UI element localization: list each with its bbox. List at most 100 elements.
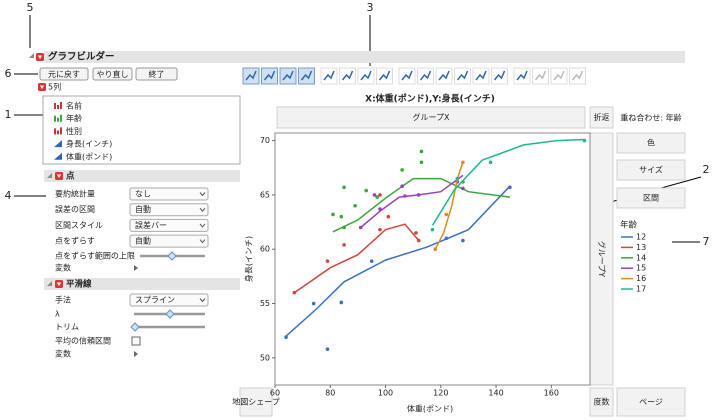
drop-zone[interactable] — [616, 387, 686, 417]
columns-list — [42, 95, 241, 165]
legend-label: 13 — [636, 243, 646, 252]
callout-number: 7 — [703, 235, 710, 248]
data-point — [416, 238, 421, 243]
data-point — [358, 225, 363, 230]
data-point — [414, 231, 418, 235]
smoother-line — [360, 174, 464, 229]
chart-type-glyph — [378, 70, 391, 81]
column-name[interactable]: 性別 — [66, 126, 82, 136]
chart-type-glyph — [534, 70, 547, 81]
x-tick-label: 160 — [544, 389, 559, 398]
checkbox[interactable] — [131, 336, 141, 346]
data-point — [378, 207, 382, 211]
menu-icon-arrow — [56, 174, 62, 178]
callout-number: 3 — [367, 1, 374, 14]
legend-label: 12 — [636, 233, 646, 242]
chart-type-glyph — [263, 70, 276, 81]
data-point — [400, 168, 404, 172]
button[interactable] — [135, 67, 178, 81]
dropdown-chevron — [199, 298, 206, 303]
option-label: 要約統計量 — [55, 189, 95, 199]
x-tick-label: 120 — [433, 389, 448, 398]
column-name[interactable]: 身長(インチ) — [66, 139, 112, 149]
drop-zone[interactable] — [239, 387, 273, 417]
menu-icon-arrow — [37, 55, 43, 59]
drop-zone[interactable] — [616, 159, 686, 181]
x-tick-label: 100 — [378, 389, 393, 398]
x-axis-label: 体重(ポンド) — [407, 404, 453, 414]
x-tick-label: 140 — [488, 389, 503, 398]
chart-type-glyph — [456, 70, 469, 81]
slider-thumb[interactable] — [167, 251, 177, 261]
data-point — [372, 193, 377, 197]
chart-type-glyph — [282, 70, 294, 81]
button-label: やり直し — [97, 69, 129, 79]
column-name[interactable]: 名前 — [66, 101, 82, 111]
drop-zone[interactable] — [616, 132, 686, 154]
data-point — [284, 335, 288, 340]
drop-zone[interactable] — [616, 187, 686, 209]
dropdown[interactable] — [129, 234, 209, 248]
data-point — [342, 243, 346, 247]
expand-arrow[interactable] — [134, 265, 138, 271]
dropdown[interactable] — [129, 187, 209, 201]
y-tick-label: 55 — [260, 299, 270, 308]
callout-number: 6 — [5, 67, 12, 80]
data-point — [375, 195, 380, 199]
button[interactable] — [39, 67, 89, 81]
disclosure[interactable] — [47, 173, 52, 178]
dropdown-value: なし — [135, 190, 151, 199]
dropdown[interactable] — [129, 218, 209, 232]
chart-type-glyph — [300, 70, 313, 81]
chart-type-glyph — [401, 70, 413, 81]
button-label: 終了 — [149, 69, 165, 79]
data-point — [353, 203, 357, 208]
menu-icon-arrow — [39, 85, 45, 89]
data-point — [342, 225, 346, 230]
dropdown-value: 自動 — [135, 236, 151, 246]
chart-type-glyph — [360, 70, 372, 81]
callout-number: 5 — [27, 1, 34, 14]
data-point — [339, 214, 344, 219]
dropdown[interactable] — [129, 203, 209, 217]
y-axis-label: 身長(インチ) — [244, 236, 254, 282]
data-point — [508, 185, 512, 190]
panel-header — [44, 278, 240, 290]
data-point — [419, 149, 424, 154]
chart-type-glyph — [341, 70, 354, 81]
y-tick-label: 65 — [260, 190, 270, 199]
column-name[interactable]: 年齢 — [66, 113, 82, 123]
column-name[interactable]: 体重(ポンド) — [66, 151, 112, 161]
y-tick-label: 50 — [260, 353, 270, 362]
callout-number: 1 — [5, 108, 12, 121]
data-point — [325, 259, 330, 263]
data-point — [430, 227, 435, 232]
chart-type-glyph — [438, 70, 450, 81]
drop-zone[interactable] — [589, 106, 614, 129]
disclosure[interactable] — [29, 53, 34, 58]
column-icon — [54, 115, 56, 122]
data-point — [339, 300, 344, 305]
dropdown[interactable] — [129, 293, 209, 307]
data-point — [378, 227, 382, 232]
expand-arrow[interactable] — [134, 351, 138, 357]
option-label: 誤差の区間 — [55, 204, 95, 214]
smoother-line — [332, 177, 510, 233]
button-label: 元に戻す — [48, 69, 80, 79]
chart-type-glyph — [475, 70, 487, 81]
slider-thumb[interactable] — [165, 309, 175, 319]
data-point — [311, 301, 316, 306]
chart-type-glyph — [419, 70, 432, 81]
smoother-line — [434, 162, 464, 250]
data-point — [455, 176, 460, 181]
drop-zone-label: 地図シェープ — [232, 397, 280, 407]
slider-thumb[interactable] — [130, 322, 140, 332]
disclosure[interactable] — [47, 281, 52, 286]
drop-zone[interactable] — [276, 106, 586, 129]
option-label: 点をずらす範囲の上限 — [55, 251, 135, 261]
smoother-line — [285, 185, 511, 337]
x-tick-label: 80 — [325, 389, 335, 398]
button[interactable] — [92, 67, 133, 81]
drop-zone[interactable] — [589, 387, 614, 417]
